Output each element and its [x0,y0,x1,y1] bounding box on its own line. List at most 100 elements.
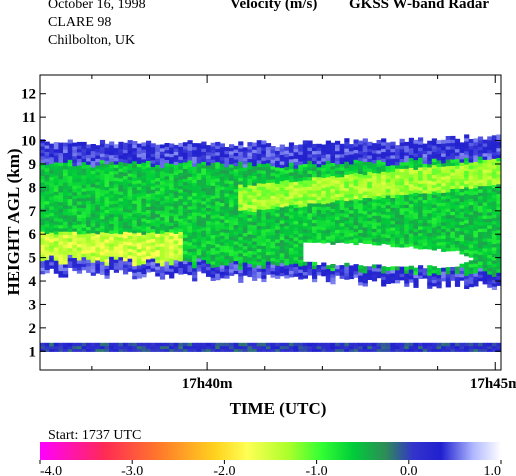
heatmap-cell [164,261,170,265]
heatmap-cell [233,240,239,245]
heatmap-cell [473,200,479,205]
heatmap-cell [381,342,387,347]
heatmap-cell [501,346,506,349]
heatmap-cell [132,209,138,214]
heatmap-cell [376,146,382,151]
heatmap-cell [155,243,161,247]
heatmap-cell [307,209,313,214]
heatmap-cell [468,184,474,189]
heatmap-cell [477,342,484,347]
heatmap-cell [187,342,193,347]
heatmap-cell [113,154,119,158]
heatmap-cell [436,169,442,174]
heatmap-cell [113,236,119,240]
heatmap-cell [90,173,96,178]
heatmap-cell [459,208,465,212]
heatmap-cell [187,163,193,167]
heatmap-cell [247,194,253,199]
heatmap-cell [76,263,83,268]
heatmap-cell [90,245,96,250]
heatmap-cell [501,174,506,178]
heatmap-cell [408,147,414,152]
heatmap-cell [81,164,87,169]
heatmap-cell [362,187,368,192]
heatmap-cell [215,233,221,238]
heatmap-cell [298,213,304,218]
heatmap-cell [427,166,433,171]
heatmap-cell [284,179,290,184]
heatmap-cell [256,215,262,220]
heatmap-cell [132,255,138,260]
heatmap-cell [242,183,248,188]
heatmap-cell [348,222,355,227]
heatmap-cell [206,181,212,186]
heatmap-cell [464,157,470,162]
heatmap-cell [141,253,147,258]
heatmap-cell [90,144,96,148]
heatmap-cell [155,151,161,156]
heatmap-cell [473,177,479,182]
heatmap-cell [136,222,142,227]
heatmap-cell [339,216,345,220]
heatmap-cell [358,216,364,220]
heatmap-cell [132,180,138,185]
heatmap-cell [288,142,295,147]
heatmap-cell [224,169,230,174]
heatmap-cell [298,177,304,182]
heatmap-cell [335,235,341,240]
heatmap-cell [413,225,419,229]
heatmap-cell [298,242,304,247]
heatmap-cell [441,182,447,187]
heatmap-cell [275,157,281,161]
heatmap-cell [76,223,83,228]
heatmap-cell [256,261,262,266]
heatmap-cell [219,248,225,253]
heatmap-cell [155,223,161,228]
heatmap-cell [413,139,419,144]
heatmap-cell [330,201,336,206]
heatmap-cell [136,166,142,171]
heatmap-cell [242,265,248,270]
heatmap-cell [127,254,133,259]
heatmap-cell [40,168,46,173]
heatmap-cell [247,197,253,202]
heatmap-cell [86,213,92,218]
heatmap-cell [385,273,391,278]
heatmap-cell [178,345,184,350]
heatmap-cell [242,163,248,168]
heatmap-cell [215,171,221,176]
heatmap-cell [123,234,129,239]
heatmap-cell [390,236,396,241]
heatmap-cell [169,238,175,243]
heatmap-cell [284,202,290,207]
heatmap-cell [219,258,225,262]
heatmap-cell [95,223,101,228]
heatmap-cell [491,138,497,143]
heatmap-cell [454,194,461,199]
heatmap-cell [371,159,378,164]
heatmap-cell [58,208,64,213]
heatmap-cell [40,267,46,272]
heatmap-cell [155,177,161,182]
heatmap-cell [132,268,138,273]
heatmap-cell [150,205,156,210]
heatmap-cell [284,212,290,217]
heatmap-cell [284,271,290,276]
heatmap-cell [418,265,424,270]
heatmap-cell [404,171,410,176]
heatmap-cell [132,144,138,149]
heatmap-cell [477,162,484,167]
heatmap-cell [164,270,170,275]
heatmap-cell [293,168,299,172]
heatmap-cell [450,231,456,235]
heatmap-cell [464,239,470,244]
heatmap-cell [86,216,92,221]
heatmap-cell [270,221,276,226]
heatmap-cell [362,240,368,244]
heatmap-cell [159,239,166,244]
heatmap-cell [487,234,493,239]
heatmap-cell [159,229,166,234]
heatmap-cell [182,148,189,153]
heatmap-cell [136,268,142,273]
heatmap-cell [44,141,50,146]
